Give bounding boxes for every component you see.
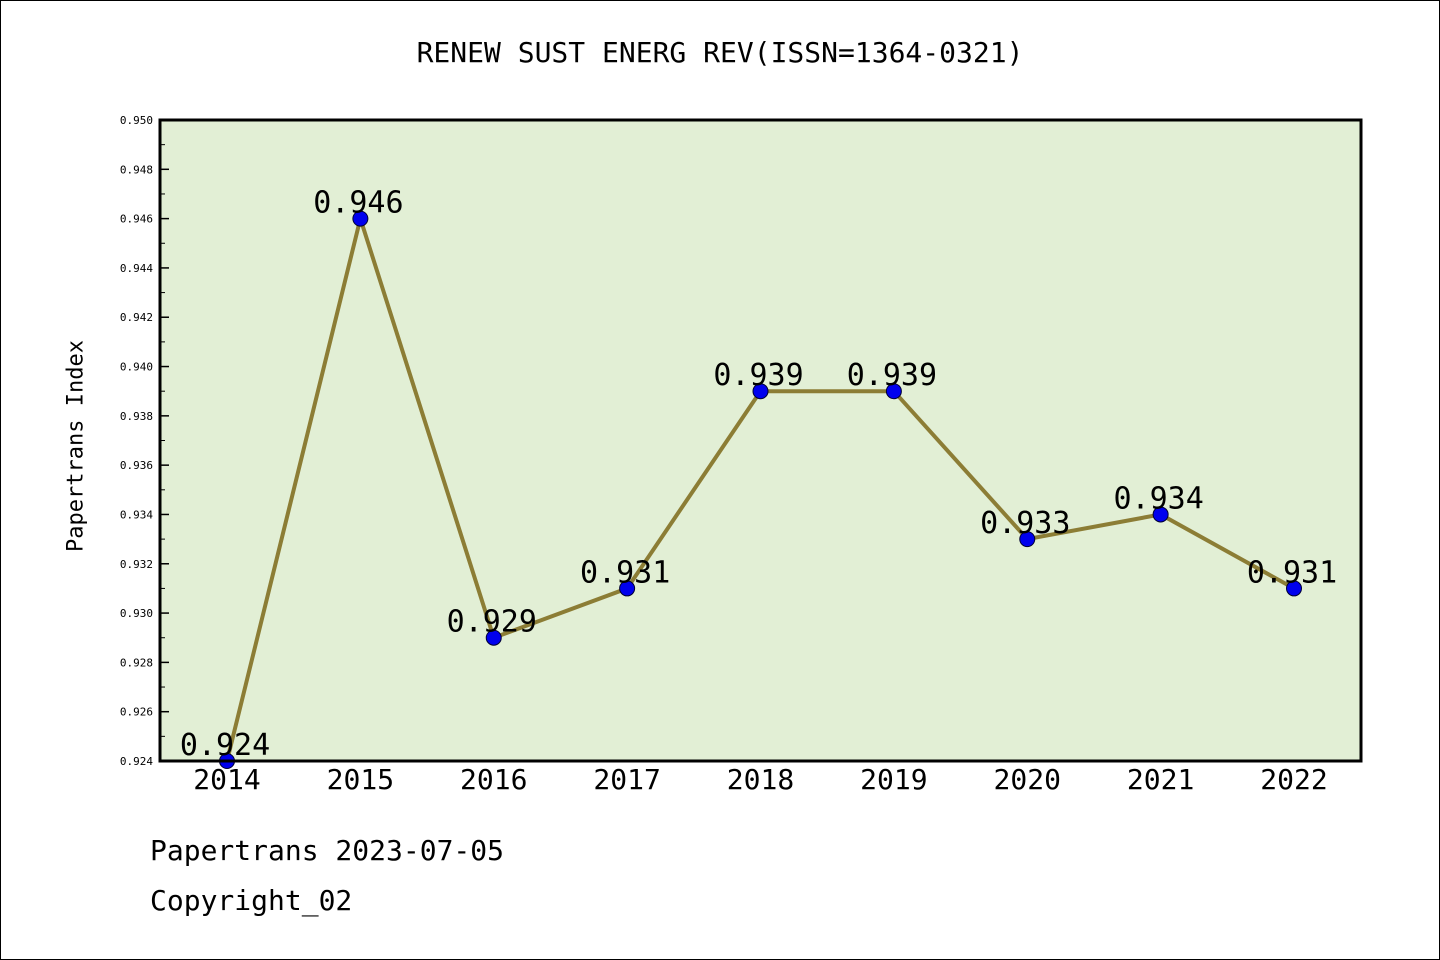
data-point	[485, 629, 502, 646]
y-axis: 0.924 0.926 0.928 0.930 0.932 0.934 0.936 0.938…	[120, 114, 169, 768]
y-tick-label: 0.932	[120, 558, 153, 571]
plot-border	[158, 118, 1363, 763]
y-tick-label: 0.942	[120, 311, 153, 324]
x-tick-label: 2015	[327, 763, 394, 796]
data-point	[885, 383, 902, 400]
data-point	[752, 383, 769, 400]
data-labels: 0.924 0.946 0.929 0.931 0.939 0.939 0.933 0.934…	[180, 186, 1337, 763]
y-tick-label: 0.948	[120, 163, 153, 176]
data-label: 0.946	[313, 186, 403, 221]
y-tick-label: 0.946	[120, 213, 153, 226]
data-point	[619, 580, 636, 597]
y-tick-label: 0.938	[120, 410, 153, 423]
data-label: 0.924	[180, 728, 270, 763]
x-tick-label: 2017	[593, 763, 660, 796]
data-label: 0.934	[1113, 481, 1203, 516]
x-tick-label: 2016	[460, 763, 527, 796]
y-tick-label: 0.930	[120, 607, 153, 620]
x-tick-label: 2020	[994, 763, 1061, 796]
data-point	[1286, 580, 1302, 597]
data-label: 0.939	[713, 358, 803, 393]
data-label: 0.931	[1247, 555, 1337, 590]
data-label: 0.931	[580, 555, 670, 590]
data-point	[352, 210, 369, 227]
x-tick-label: 2018	[727, 763, 794, 796]
x-tick-label: 2022	[1260, 763, 1327, 796]
data-label: 0.939	[847, 358, 937, 393]
y-tick-label: 0.924	[120, 755, 153, 768]
footer-date: Papertrans 2023-07-05	[150, 834, 505, 867]
footer-copyright: Copyright_02	[150, 884, 353, 917]
y-tick-label: 0.944	[120, 262, 153, 275]
x-tick-label: 2019	[860, 763, 927, 796]
chart-title: RENEW SUST ENERG REV(ISSN=1364-0321)	[416, 36, 1024, 69]
data-label: 0.933	[980, 506, 1070, 541]
y-tick-label: 0.940	[120, 361, 153, 374]
y-tick-label: 0.934	[120, 508, 153, 521]
y-tick-label: 0.950	[120, 114, 153, 127]
data-point	[1019, 531, 1036, 548]
y-tick-label: 0.936	[120, 459, 153, 472]
x-tick-label: 2021	[1127, 763, 1194, 796]
x-axis: 2014 2015 2016 2017 2018 2019 2020 2021 2022	[193, 763, 1327, 796]
y-tick-label: 0.928	[120, 656, 153, 669]
y-tick-label: 0.926	[120, 706, 153, 719]
data-label: 0.929	[447, 605, 537, 640]
data-point	[1152, 506, 1169, 523]
